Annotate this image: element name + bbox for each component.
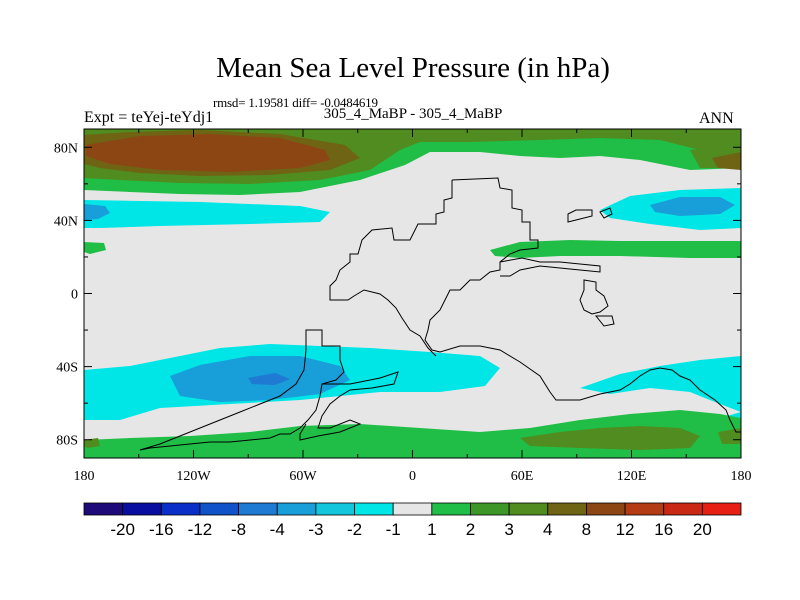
colorbar-label: -12 bbox=[188, 520, 213, 539]
colorbar-box bbox=[392, 502, 433, 516]
y-tick-label: 80N bbox=[54, 141, 78, 156]
colorbar-label: 3 bbox=[504, 520, 513, 539]
x-tick-label: 60W bbox=[289, 469, 317, 484]
colorbar-label: 4 bbox=[543, 520, 552, 539]
x-tick-label: 180 bbox=[731, 469, 752, 484]
colorbar-box bbox=[199, 502, 239, 516]
contour-sw-green bbox=[84, 438, 100, 448]
contour-east-green-patch bbox=[490, 240, 741, 258]
contour-se-cyan bbox=[580, 356, 741, 412]
contour-south-darker-blue bbox=[248, 373, 290, 385]
coastline-asia-north bbox=[329, 180, 453, 357]
colorbar-label: -8 bbox=[231, 520, 246, 539]
axis-ticks bbox=[83, 129, 742, 458]
colorbar-box bbox=[586, 502, 626, 516]
colorbar: -20 -16 -12 -8 -4 -3 -2 -1 1 2 3 4 8 12 16 20 bbox=[83, 502, 742, 539]
colorbar-box bbox=[238, 502, 278, 516]
contour-south-dark-green bbox=[520, 426, 700, 450]
colorbar-box bbox=[663, 502, 703, 516]
axis-tick-labels: 180 120W 60W 0 60E 120E 180 80N 40N 0 40S 80S bbox=[54, 141, 752, 484]
coastline-antarctic-peninsula bbox=[299, 371, 399, 441]
colorbar-box bbox=[431, 502, 471, 516]
season-label: ANN bbox=[699, 110, 734, 127]
experiment-label: Expt = teYej-teYdj1 bbox=[84, 109, 214, 126]
contour-north-orange-brown bbox=[86, 134, 330, 172]
coastline-east-islands bbox=[567, 207, 615, 327]
x-tick-label: 60E bbox=[511, 469, 534, 484]
colorbar-box bbox=[315, 502, 355, 516]
x-tick-label: 120E bbox=[617, 469, 647, 484]
colorbar-label: -1 bbox=[386, 520, 401, 539]
contour-east-brown bbox=[712, 152, 741, 170]
colorbar-label: 20 bbox=[693, 520, 712, 539]
x-tick-label: 120W bbox=[176, 469, 211, 484]
coastline-east-asia bbox=[499, 257, 601, 277]
colorbar-box bbox=[547, 502, 587, 516]
colorbar-box bbox=[83, 502, 124, 516]
colorbar-box bbox=[470, 502, 510, 516]
colorbar-box bbox=[122, 502, 162, 516]
x-tick-label: 180 bbox=[74, 469, 95, 484]
y-tick-label: 80S bbox=[56, 434, 78, 449]
chart-title: Mean Sea Level Pressure (in hPa) bbox=[216, 52, 610, 84]
comparison-label: 305_4_MaBP - 305_4_MaBP bbox=[323, 106, 503, 122]
colorbar-label: -16 bbox=[149, 520, 174, 539]
colorbar-label: 1 bbox=[427, 520, 436, 539]
stats-line: rmsd= 1.19581 diff= -0.0484619 bbox=[213, 95, 378, 110]
colorbar-label: 2 bbox=[466, 520, 475, 539]
colorbar-label: 16 bbox=[654, 520, 673, 539]
map-field bbox=[84, 129, 741, 458]
colorbar-box bbox=[354, 502, 394, 516]
colorbar-box bbox=[624, 502, 665, 516]
x-tick-label: 0 bbox=[409, 469, 416, 484]
colorbar-label: 12 bbox=[616, 520, 635, 539]
colorbar-label: -20 bbox=[110, 520, 135, 539]
colorbar-box bbox=[508, 502, 549, 516]
contour-nw-cyan bbox=[84, 200, 330, 228]
y-tick-label: 40N bbox=[54, 214, 78, 229]
colorbar-label: 8 bbox=[582, 520, 591, 539]
contour-west-green-patch bbox=[84, 242, 106, 254]
y-tick-label: 40S bbox=[56, 361, 78, 376]
contour-ne-blue bbox=[650, 197, 735, 216]
coastlines bbox=[139, 177, 741, 451]
coastline-south-america bbox=[139, 329, 345, 451]
colorbar-box bbox=[701, 502, 742, 516]
colorbar-label: -2 bbox=[347, 520, 362, 539]
coastline-north-america bbox=[424, 177, 741, 433]
colorbar-box bbox=[276, 502, 317, 516]
colorbar-label: -3 bbox=[308, 520, 323, 539]
colorbar-label: -4 bbox=[270, 520, 285, 539]
contour-nw-blue bbox=[84, 204, 110, 220]
y-tick-label: 0 bbox=[71, 288, 78, 303]
colorbar-box bbox=[160, 502, 201, 516]
